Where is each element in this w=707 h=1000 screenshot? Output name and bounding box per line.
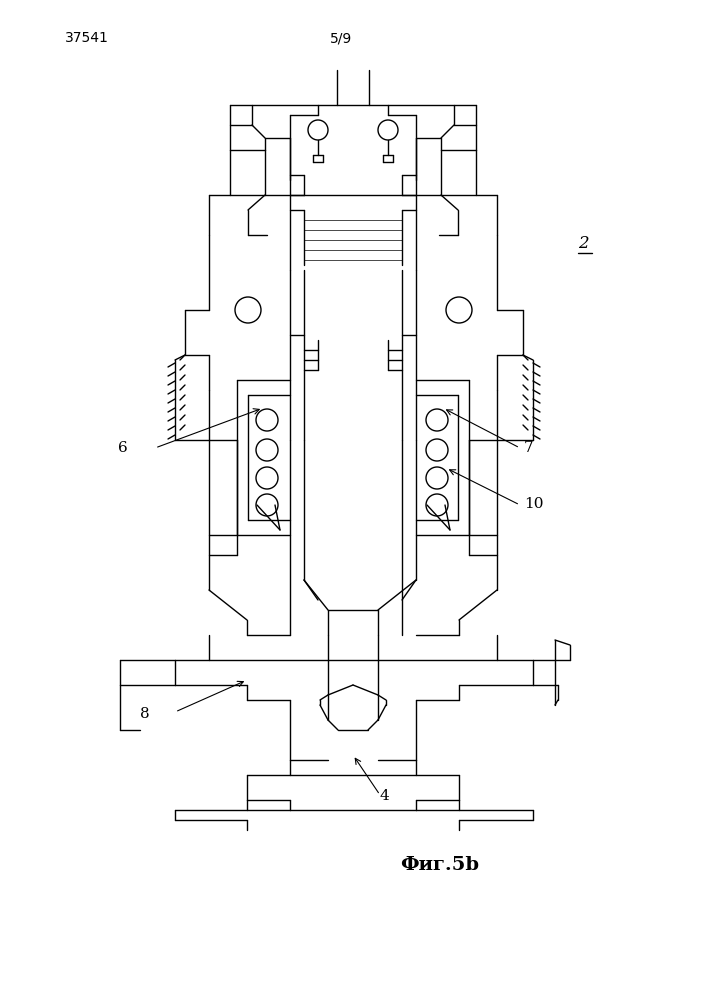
Text: 8: 8 [140,707,150,721]
Text: 37541: 37541 [65,31,109,45]
Text: 5/9: 5/9 [330,31,352,45]
Text: Фиг.5b: Фиг.5b [400,856,479,874]
Text: 2: 2 [578,235,589,252]
Text: 4: 4 [380,789,390,803]
Text: 10: 10 [524,497,544,511]
Text: 7: 7 [524,441,534,455]
Text: 6: 6 [118,441,128,455]
